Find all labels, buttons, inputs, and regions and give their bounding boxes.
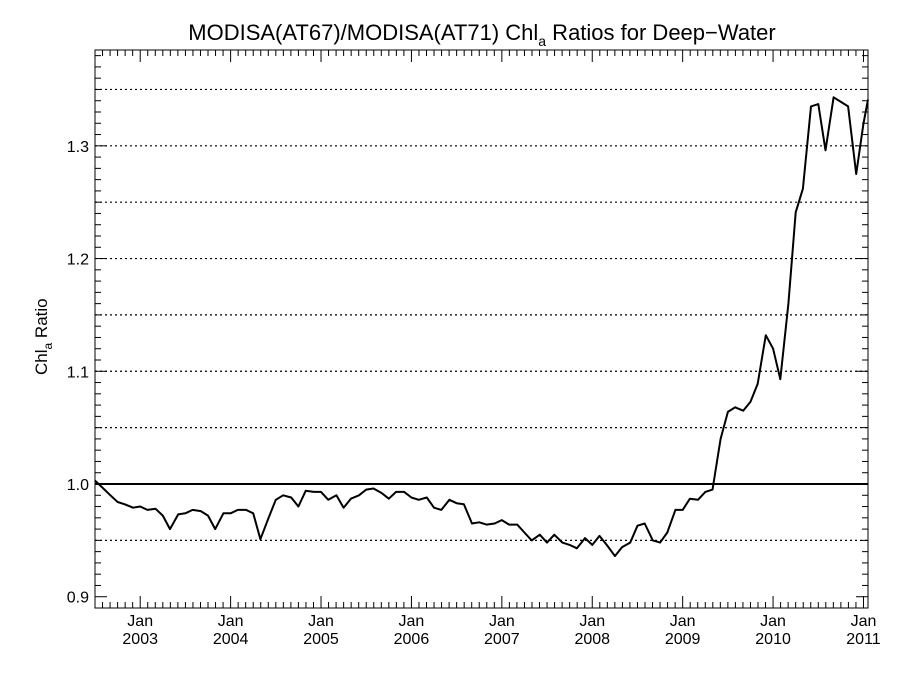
chart-title-subscript: a xyxy=(538,33,546,49)
x-tick-month-label: Jan xyxy=(308,613,334,630)
x-tick-month-label: Jan xyxy=(579,613,605,630)
y-axis-label-suffix: Ratio xyxy=(32,298,51,342)
series-line xyxy=(94,96,869,558)
y-tick-label: 1.0 xyxy=(67,477,89,494)
x-tick-month-label: Jan xyxy=(127,613,153,630)
x-tick-month-label: Jan xyxy=(851,613,877,630)
x-tick-year-label: 2009 xyxy=(665,631,701,648)
x-tick-month-label: Jan xyxy=(760,613,786,630)
y-tick-labels: 0.9 1.0 1.1 1.2 1.3 xyxy=(67,139,89,607)
chart-title-prefix: MODISA(AT67)/MODISA(AT71) Chl xyxy=(188,20,538,45)
axis-ticks xyxy=(94,50,868,609)
y-axis-label-subscript: a xyxy=(41,342,55,349)
x-tick-month-label: Jan xyxy=(489,613,515,630)
x-tick-month-label: Jan xyxy=(399,613,425,630)
y-tick-label: 1.2 xyxy=(67,252,89,269)
x-tick-month-label: Jan xyxy=(670,613,696,630)
x-tick-year-label: 2004 xyxy=(213,631,249,648)
x-tick-year-label: 2006 xyxy=(394,631,430,648)
x-tick-month-label: Jan xyxy=(218,613,244,630)
x-tick-labels: Jan2003Jan2004Jan2005Jan2006Jan2007Jan20… xyxy=(122,613,880,648)
x-tick-year-label: 2005 xyxy=(303,631,339,648)
y-tick-label: 1.1 xyxy=(67,364,89,381)
plot-frame xyxy=(94,49,869,609)
grid-lines xyxy=(95,88,868,541)
y-axis-label-prefix: Chl xyxy=(32,349,51,375)
chart-title: MODISA(AT67)/MODISA(AT71) Chla Ratios fo… xyxy=(188,20,775,49)
x-tick-year-label: 2007 xyxy=(484,631,520,648)
x-tick-year-label: 2010 xyxy=(755,631,791,648)
x-tick-year-label: 2003 xyxy=(122,631,158,648)
y-axis-label: Chla Ratio xyxy=(32,298,55,375)
x-tick-year-label: 2011 xyxy=(846,631,881,648)
y-tick-label: 0.9 xyxy=(67,590,89,607)
x-tick-year-label: 2008 xyxy=(574,631,610,648)
y-tick-label: 1.3 xyxy=(67,139,89,156)
chart-title-suffix: Ratios for Deep−Water xyxy=(546,20,776,45)
